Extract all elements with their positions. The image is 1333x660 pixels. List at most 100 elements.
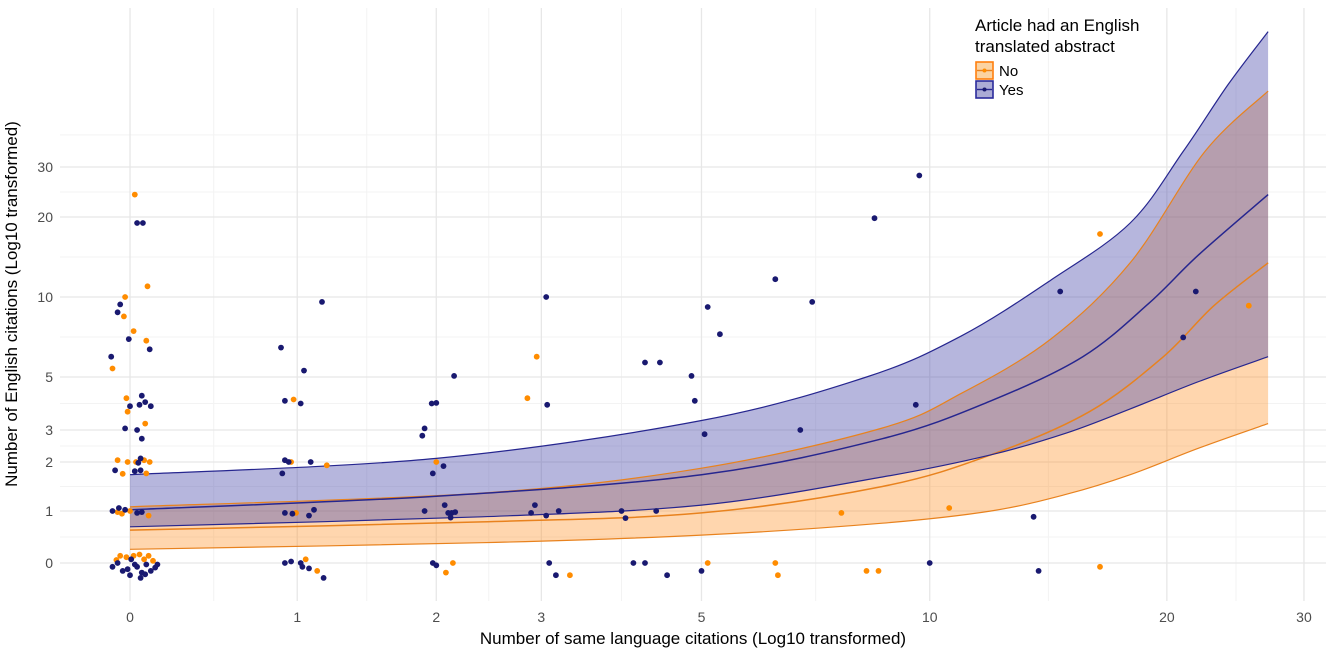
point-no xyxy=(314,568,321,574)
point-yes xyxy=(618,508,625,514)
confidence-ribbons xyxy=(130,31,1269,550)
point-yes xyxy=(134,427,141,433)
point-yes xyxy=(124,566,131,573)
point-no xyxy=(450,560,456,566)
point-yes xyxy=(279,470,286,477)
y-axis-title: Number of English citations (Log10 trans… xyxy=(2,121,21,487)
point-yes xyxy=(134,220,141,226)
point-no xyxy=(145,512,152,519)
point-no xyxy=(524,395,531,402)
point-no xyxy=(114,457,121,464)
point-yes xyxy=(543,294,550,300)
y-tick-label: 2 xyxy=(45,454,53,470)
point-yes xyxy=(698,568,705,574)
point-no xyxy=(775,572,781,579)
point-no xyxy=(302,556,309,563)
point-yes xyxy=(146,346,153,353)
point-yes xyxy=(1035,568,1042,574)
point-yes xyxy=(809,299,816,305)
point-yes xyxy=(544,401,551,408)
point-yes xyxy=(127,403,133,410)
smooth-lines xyxy=(129,31,1269,550)
y-tick-label: 20 xyxy=(37,209,53,225)
point-no xyxy=(838,510,845,516)
point-yes xyxy=(134,510,141,516)
point-no xyxy=(433,459,440,465)
point-yes xyxy=(717,331,723,338)
point-yes xyxy=(630,560,637,566)
y-tick-label: 5 xyxy=(45,369,53,385)
point-yes xyxy=(135,459,142,466)
point-yes xyxy=(1030,513,1037,520)
point-yes xyxy=(128,556,135,563)
point-yes xyxy=(138,435,145,442)
data-points xyxy=(108,172,1252,581)
point-yes xyxy=(657,359,663,366)
point-yes xyxy=(109,563,116,570)
point-no xyxy=(136,551,143,558)
point-no xyxy=(122,294,128,300)
point-no xyxy=(875,568,882,574)
point-yes xyxy=(433,400,440,406)
point-yes xyxy=(109,508,116,514)
point-yes xyxy=(1192,288,1199,295)
point-yes xyxy=(301,367,307,374)
point-yes xyxy=(122,425,128,432)
point-no xyxy=(946,505,953,511)
point-yes xyxy=(451,373,457,379)
point-yes xyxy=(306,565,312,572)
point-yes xyxy=(119,568,126,574)
point-yes xyxy=(282,560,288,566)
point-yes xyxy=(311,506,317,513)
point-yes xyxy=(137,455,144,462)
point-yes xyxy=(320,575,327,581)
x-tick-label: 0 xyxy=(126,609,134,625)
point-yes xyxy=(142,571,149,578)
point-yes xyxy=(642,560,648,566)
point-no xyxy=(863,568,870,574)
point-yes xyxy=(285,459,292,465)
point-yes xyxy=(553,572,559,579)
point-yes xyxy=(297,400,304,407)
ci-lower-no xyxy=(129,423,1269,550)
point-yes xyxy=(142,399,149,405)
point-no xyxy=(1097,563,1103,570)
point-yes xyxy=(622,515,629,521)
point-yes xyxy=(147,568,154,574)
point-yes xyxy=(114,309,121,316)
legend: Article had an English translated abstra… xyxy=(975,16,1139,99)
point-yes xyxy=(131,561,138,568)
point-yes xyxy=(546,560,553,566)
point-no xyxy=(567,572,573,579)
point-yes xyxy=(140,220,146,226)
point-no xyxy=(121,313,127,320)
point-yes xyxy=(653,508,660,514)
point-yes xyxy=(307,459,314,465)
point-no xyxy=(143,470,150,477)
point-no xyxy=(144,283,151,290)
point-yes xyxy=(306,512,312,519)
point-no xyxy=(150,557,156,564)
point-yes xyxy=(772,276,779,283)
point-no xyxy=(143,337,150,344)
point-yes xyxy=(289,510,296,517)
point-no xyxy=(1245,302,1252,309)
point-yes xyxy=(131,468,138,475)
point-no xyxy=(142,420,149,427)
point-no xyxy=(127,508,133,514)
x-tick-label: 1 xyxy=(293,609,301,625)
point-yes xyxy=(441,502,448,508)
point-no xyxy=(124,408,131,415)
point-no xyxy=(1097,231,1103,237)
point-yes xyxy=(154,561,161,568)
point-yes xyxy=(664,572,670,579)
ci-ribbon-yes xyxy=(130,31,1269,527)
y-tick-label: 30 xyxy=(37,159,53,175)
point-yes xyxy=(143,561,150,568)
y-tick-label: 1 xyxy=(45,503,53,519)
y-tick-label: 0 xyxy=(45,555,53,571)
point-yes xyxy=(440,463,447,469)
legend-key-yes-point xyxy=(982,87,987,92)
point-yes xyxy=(532,502,538,508)
